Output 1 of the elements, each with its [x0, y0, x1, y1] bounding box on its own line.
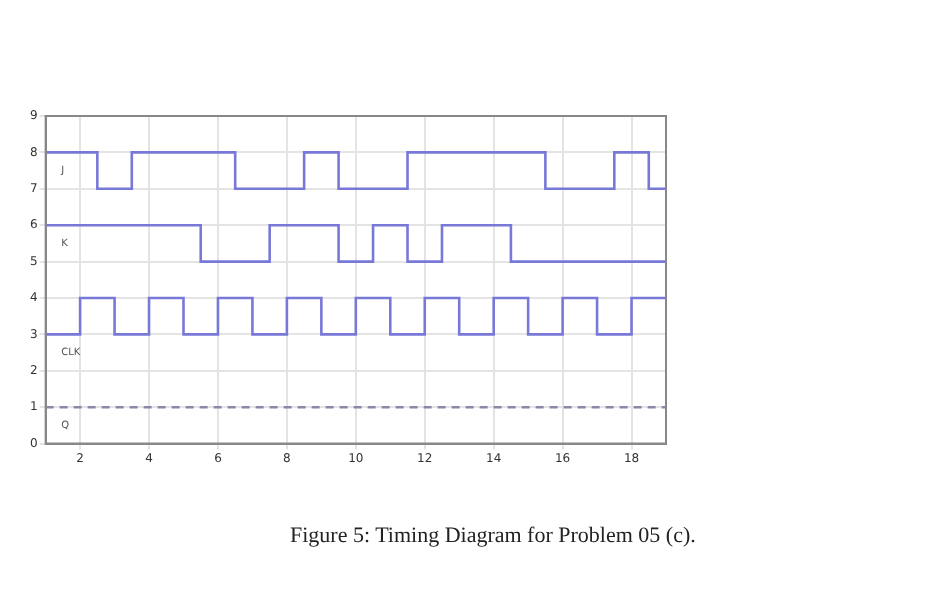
- caption: Figure 5: Timing Diagram for Problem 05 (c).: [290, 524, 696, 548]
